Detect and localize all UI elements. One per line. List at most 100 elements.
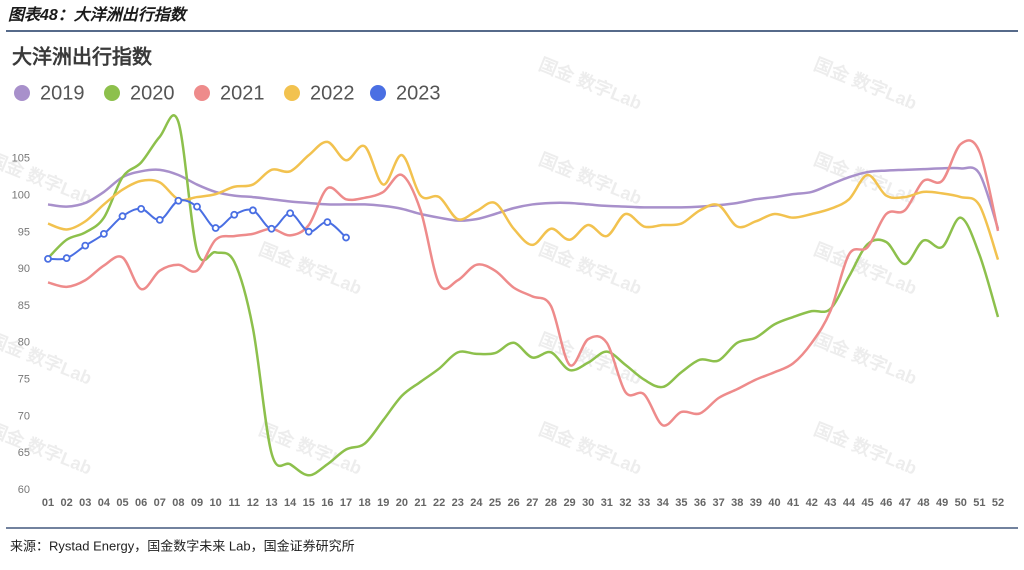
x-tick-label: 12 — [247, 497, 259, 509]
series-line — [47, 114, 1000, 477]
data-point — [174, 196, 183, 205]
watermark: 国金 数字Lab — [256, 238, 365, 298]
watermark: 国金 数字Lab — [811, 53, 920, 113]
x-tick-label: 47 — [899, 497, 911, 509]
x-tick-label: 31 — [601, 497, 613, 509]
legend-label: 2023 — [396, 82, 441, 104]
x-tick-label: 33 — [638, 497, 650, 509]
watermark: 国金 数字Lab — [0, 418, 95, 478]
legend-label: 2021 — [220, 82, 265, 104]
x-tick-label: 49 — [936, 497, 948, 509]
watermark: 国金 数字Lab — [536, 53, 645, 113]
x-tick-label: 02 — [61, 497, 73, 509]
data-point — [323, 218, 332, 226]
chart-title: 大洋洲出行指数 — [12, 44, 153, 68]
legend-swatch — [104, 85, 120, 101]
series-line — [47, 140, 1000, 261]
x-tick-label: 35 — [675, 497, 687, 509]
x-tick-label: 41 — [787, 497, 799, 509]
x-tick-label: 15 — [303, 497, 315, 509]
x-tick-label: 50 — [955, 497, 967, 509]
series-line — [47, 166, 1000, 230]
data-point — [137, 204, 146, 213]
legend-label: 2019 — [40, 82, 85, 104]
legend-swatch — [194, 85, 210, 101]
watermark: 国金 数字Lab — [0, 328, 95, 388]
x-tick-label: 43 — [824, 497, 836, 509]
x-tick-label: 39 — [750, 497, 762, 509]
x-tick-label: 45 — [861, 497, 873, 509]
x-tick-label: 42 — [806, 497, 818, 509]
x-tick-label: 16 — [321, 497, 333, 509]
legend-label: 2020 — [130, 82, 175, 104]
x-tick-label: 37 — [712, 497, 724, 509]
data-point — [118, 212, 127, 221]
x-tick-label: 11 — [228, 497, 240, 509]
x-tick-label: 17 — [340, 497, 352, 509]
y-tick-label: 65 — [18, 447, 30, 459]
x-tick-label: 36 — [694, 497, 706, 509]
source: 来源：Rystad Energy，国金数字未来 Lab，国金证券研究所 — [10, 538, 355, 553]
x-tick-label: 30 — [582, 497, 594, 509]
legend-swatch — [284, 85, 300, 101]
legend-swatch — [14, 85, 30, 101]
x-tick-label: 08 — [172, 497, 184, 509]
data-point — [286, 209, 295, 218]
series-line — [47, 139, 1000, 427]
x-tick-label: 21 — [414, 497, 426, 509]
data-point — [62, 254, 71, 263]
y-tick-label: 85 — [18, 300, 30, 312]
y-tick-label: 95 — [18, 226, 30, 238]
x-tick-label: 09 — [191, 497, 203, 509]
x-tick-label: 51 — [973, 497, 985, 509]
y-tick-label: 90 — [18, 263, 30, 275]
x-tick-label: 05 — [116, 497, 128, 509]
x-tick-label: 06 — [135, 497, 147, 509]
data-point — [342, 233, 350, 242]
y-tick-label: 60 — [18, 484, 30, 496]
legend-swatch — [370, 85, 386, 101]
data-point — [267, 224, 276, 233]
x-tick-label: 14 — [284, 497, 297, 509]
watermark: 国金 数字Lab — [811, 328, 920, 388]
data-point — [211, 224, 220, 232]
watermark: 国金 数字Lab — [811, 418, 920, 478]
legend-label: 2022 — [310, 82, 355, 104]
data-point — [99, 229, 108, 238]
data-point — [193, 202, 201, 211]
x-tick-label: 01 — [42, 497, 54, 509]
y-tick-label: 105 — [12, 153, 30, 165]
data-point — [81, 241, 90, 250]
x-tick-label: 28 — [545, 497, 557, 509]
x-tick-label: 27 — [526, 497, 538, 509]
x-tick-label: 48 — [917, 497, 929, 509]
x-tick-label: 07 — [154, 497, 166, 509]
data-point — [230, 210, 239, 219]
x-tick-label: 29 — [563, 497, 575, 509]
watermark: 国金 数字Lab — [536, 238, 645, 298]
x-tick-label: 22 — [433, 497, 445, 509]
x-tick-label: 44 — [843, 497, 856, 509]
x-tick-label: 26 — [508, 497, 520, 509]
watermark: 国金 数字Lab — [536, 148, 645, 208]
data-point — [44, 254, 52, 263]
y-tick-label: 100 — [12, 190, 30, 202]
header: 图表48：大洋洲出行指数 — [8, 6, 189, 24]
x-tick-label: 10 — [210, 497, 222, 509]
x-tick-label: 23 — [452, 497, 464, 509]
x-tick-label: 34 — [657, 497, 670, 509]
x-tick-label: 40 — [768, 497, 780, 509]
y-tick-label: 80 — [18, 337, 30, 349]
x-tick-label: 25 — [489, 497, 501, 509]
data-point — [304, 227, 313, 236]
x-tick-label: 20 — [396, 497, 408, 509]
watermark: 国金 数字Lab — [811, 148, 920, 208]
y-tick-label: 70 — [18, 410, 30, 422]
x-tick-label: 46 — [880, 497, 892, 509]
data-point — [155, 215, 164, 224]
x-tick-label: 18 — [359, 497, 371, 509]
x-tick-label: 04 — [98, 497, 111, 509]
watermark: 国金 数字Lab — [536, 418, 645, 478]
x-tick-label: 19 — [377, 497, 389, 509]
